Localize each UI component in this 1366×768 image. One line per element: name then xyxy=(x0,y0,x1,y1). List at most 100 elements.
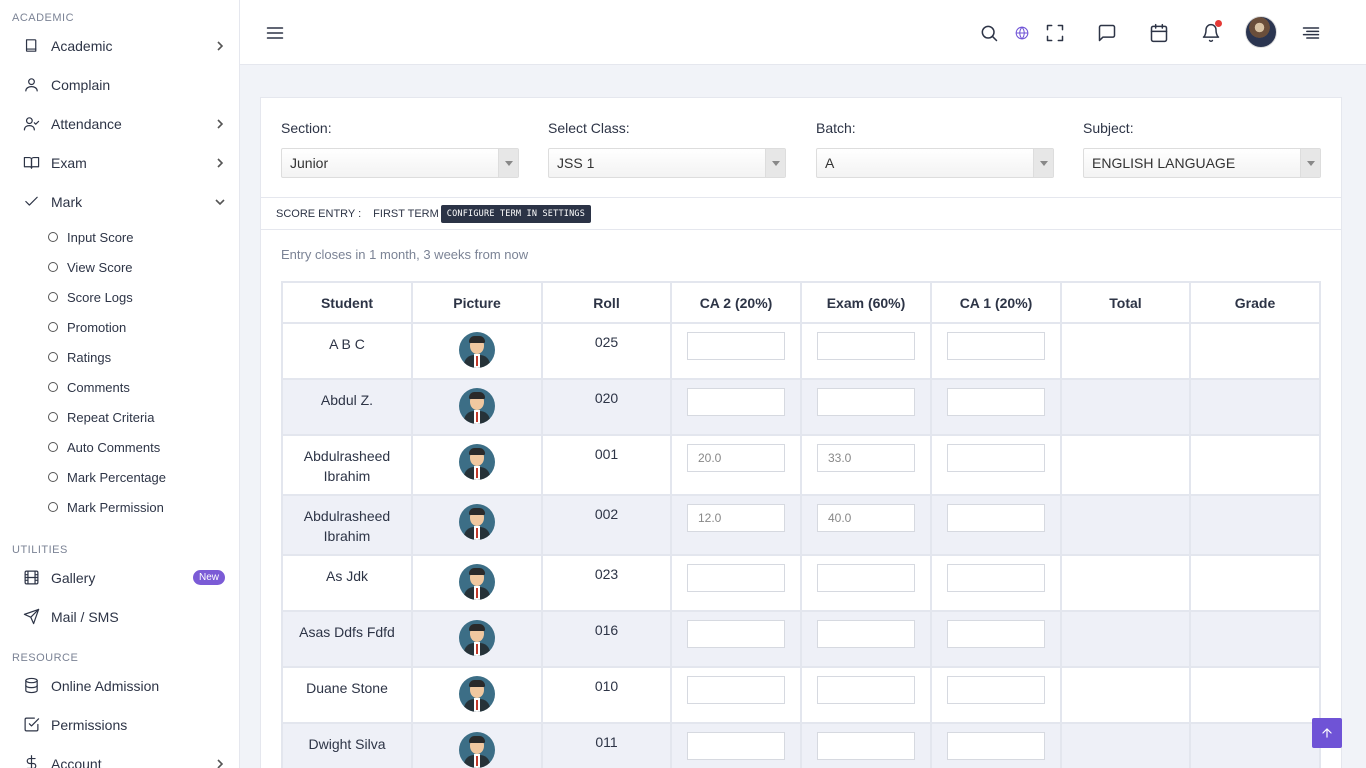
submenu-item-repeat-criteria[interactable]: Repeat Criteria xyxy=(0,402,239,432)
ca2-input[interactable] xyxy=(687,620,785,648)
chat-icon[interactable] xyxy=(1096,22,1118,44)
submenu-item-score-logs[interactable]: Score Logs xyxy=(0,282,239,312)
configure-term-button[interactable]: CONFIGURE TERM IN SETTINGS xyxy=(440,204,592,223)
ca1-cell xyxy=(930,666,1062,724)
total-cell xyxy=(1060,610,1191,668)
exam-input[interactable] xyxy=(817,620,915,648)
sidebar-item-gallery[interactable]: Gallery New xyxy=(0,558,239,597)
exam-input[interactable] xyxy=(817,444,915,472)
sidebar-item-exam[interactable]: Exam xyxy=(0,143,239,182)
sidebar-item-permissions[interactable]: Permissions xyxy=(0,705,239,744)
scroll-to-top-button[interactable] xyxy=(1312,718,1342,748)
ca1-input[interactable] xyxy=(947,332,1045,360)
check-icon xyxy=(22,193,40,211)
section-select[interactable]: Junior xyxy=(281,148,519,178)
ca1-cell xyxy=(930,434,1062,496)
table-row: Asas Ddfs Fdfd 016 xyxy=(281,610,1321,668)
student-avatar xyxy=(459,444,495,480)
score-table: Student Picture Roll CA 2 (20%) Exam (60… xyxy=(281,281,1321,768)
exam-input[interactable] xyxy=(817,564,915,592)
ca1-cell xyxy=(930,554,1062,612)
user-icon xyxy=(22,76,40,94)
ca1-input[interactable] xyxy=(947,388,1045,416)
submenu-label: View Score xyxy=(67,259,133,275)
search-icon[interactable] xyxy=(978,22,1000,44)
picture-cell xyxy=(411,666,543,724)
circle-icon xyxy=(48,352,58,362)
ca2-input[interactable] xyxy=(687,504,785,532)
submenu-label: Input Score xyxy=(67,229,134,245)
ca1-input[interactable] xyxy=(947,444,1045,472)
roll-cell: 001 xyxy=(541,434,672,496)
sidebar-item-complain[interactable]: Complain xyxy=(0,65,239,104)
dropdown-arrow-icon xyxy=(1033,149,1053,177)
ca1-input[interactable] xyxy=(947,564,1045,592)
student-avatar xyxy=(459,676,495,712)
class-select[interactable]: JSS 1 xyxy=(548,148,786,178)
circle-icon xyxy=(48,232,58,242)
open-book-icon xyxy=(22,154,40,172)
user-check-icon xyxy=(22,115,40,133)
column-header-grade: Grade xyxy=(1189,281,1321,324)
fullscreen-icon[interactable] xyxy=(1044,22,1066,44)
submenu-item-input-score[interactable]: Input Score xyxy=(0,222,239,252)
submenu-item-mark-percentage[interactable]: Mark Percentage xyxy=(0,462,239,492)
sidebar-item-online-admission[interactable]: Online Admission xyxy=(0,666,239,705)
student-cell: Abdulrasheed Ibrahim xyxy=(281,494,413,556)
exam-input[interactable] xyxy=(817,388,915,416)
submenu-item-promotion[interactable]: Promotion xyxy=(0,312,239,342)
ca1-input[interactable] xyxy=(947,732,1045,760)
student-name: Duane Stone xyxy=(306,680,388,696)
sidebar-item-label: Mail / SMS xyxy=(51,608,119,625)
ca2-input[interactable] xyxy=(687,332,785,360)
sidebar-item-attendance[interactable]: Attendance xyxy=(0,104,239,143)
bell-icon[interactable] xyxy=(1200,20,1222,44)
ca1-input[interactable] xyxy=(947,676,1045,704)
total-cell xyxy=(1060,554,1191,612)
exam-cell xyxy=(800,434,932,496)
score-entry-label: SCORE ENTRY : xyxy=(276,207,362,220)
sidebar-item-mark[interactable]: Mark xyxy=(0,182,239,221)
ca1-cell xyxy=(930,494,1062,556)
menu-lines-icon[interactable] xyxy=(1300,22,1322,44)
ca1-input[interactable] xyxy=(947,504,1045,532)
submenu-item-auto-comments[interactable]: Auto Comments xyxy=(0,432,239,462)
roll-cell: 023 xyxy=(541,554,672,612)
hamburger-icon[interactable] xyxy=(264,22,286,44)
submenu-item-ratings[interactable]: Ratings xyxy=(0,342,239,372)
globe-icon[interactable] xyxy=(1011,22,1033,44)
chevron-right-icon xyxy=(215,118,225,129)
ca2-input[interactable] xyxy=(687,732,785,760)
avatar[interactable] xyxy=(1245,16,1277,48)
sidebar-item-account[interactable]: Account xyxy=(0,744,239,768)
ca2-input[interactable] xyxy=(687,564,785,592)
ca2-input[interactable] xyxy=(687,444,785,472)
exam-input[interactable] xyxy=(817,676,915,704)
sidebar-item-academic[interactable]: Academic xyxy=(0,26,239,65)
grade-cell xyxy=(1189,666,1321,724)
circle-icon xyxy=(48,502,58,512)
ca2-input[interactable] xyxy=(687,676,785,704)
ca2-input[interactable] xyxy=(687,388,785,416)
submenu-item-comments[interactable]: Comments xyxy=(0,372,239,402)
batch-select[interactable]: A xyxy=(816,148,1054,178)
submenu-item-view-score[interactable]: View Score xyxy=(0,252,239,282)
grade-cell xyxy=(1189,494,1321,556)
student-name: As Jdk xyxy=(325,568,368,584)
calendar-icon[interactable] xyxy=(1148,22,1170,44)
circle-icon xyxy=(48,292,58,302)
circle-icon xyxy=(48,472,58,482)
circle-icon xyxy=(48,322,58,332)
ca1-input[interactable] xyxy=(947,620,1045,648)
subject-select[interactable]: ENGLISH LANGUAGE xyxy=(1083,148,1321,178)
exam-input[interactable] xyxy=(817,332,915,360)
class-label: Select Class: xyxy=(548,120,630,136)
exam-input[interactable] xyxy=(817,732,915,760)
submenu-item-mark-permission[interactable]: Mark Permission xyxy=(0,492,239,522)
exam-input[interactable] xyxy=(817,504,915,532)
ca2-cell xyxy=(670,494,802,556)
picture-cell xyxy=(411,378,543,436)
dollar-icon xyxy=(22,755,40,768)
sidebar-item-mail-sms[interactable]: Mail / SMS xyxy=(0,597,239,636)
sidebar-item-label: Complain xyxy=(51,76,111,93)
